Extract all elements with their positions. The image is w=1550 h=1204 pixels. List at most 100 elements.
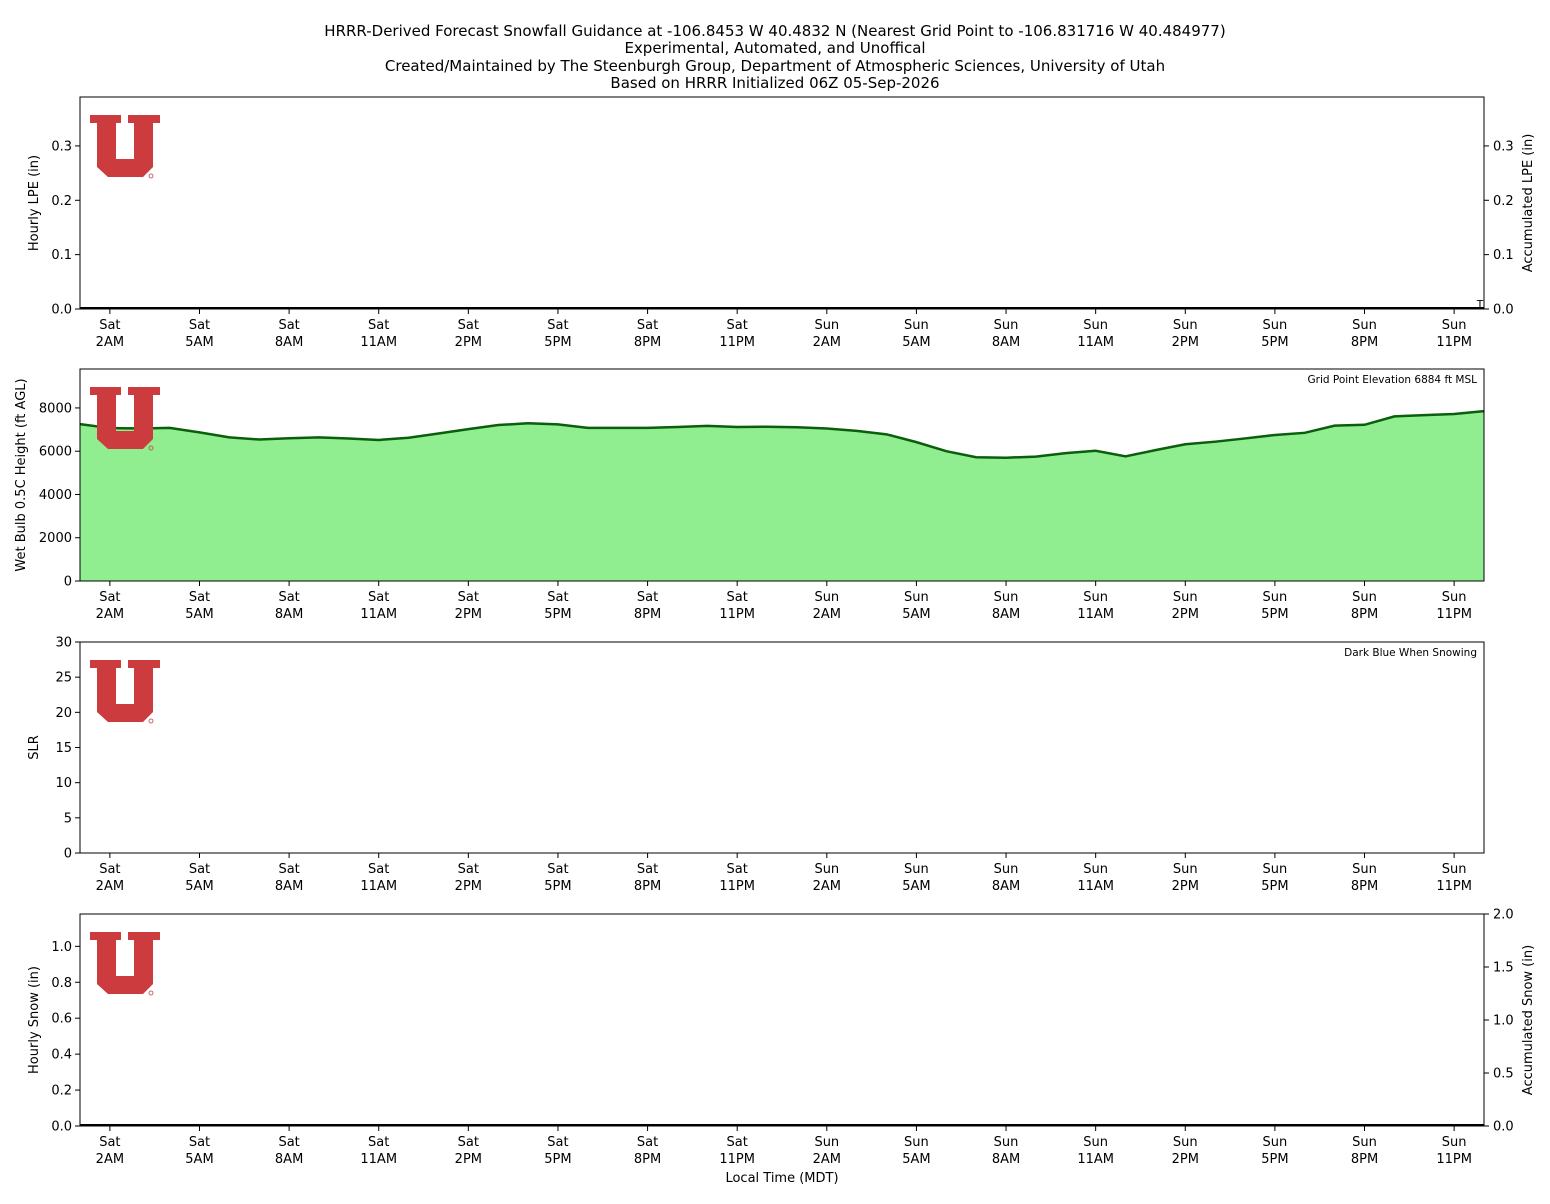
y-tick-label: 0.2 <box>51 194 72 209</box>
y-tick-label: 0.0 <box>51 303 72 318</box>
x-tick-day-label: Sun <box>1442 862 1467 877</box>
x-tick-day-label: Sun <box>904 862 929 877</box>
panel-snow: 0.0 0.2 0.4 0.6 0.8 1.0 Hourly Snow (in) 0.0 0.5… <box>27 908 1536 1187</box>
logo-block-u <box>90 660 160 722</box>
x-tick-day-label: Sun <box>1083 862 1108 877</box>
right-y-tick-label: 0.0 <box>1493 303 1514 318</box>
x-tick-time-label: 11AM <box>360 879 397 894</box>
x-tick-day-label: Sat <box>368 862 389 877</box>
x-tick-day-label: Sat <box>189 590 210 605</box>
title-line-3: Created/Maintained by The Steenburgh Gro… <box>385 57 1165 75</box>
x-tick-time-label: 8PM <box>1351 607 1378 622</box>
x-tick-time-label: 2PM <box>1172 1152 1199 1167</box>
x-tick-time-label: 11AM <box>360 335 397 350</box>
y-tick-label: 0 <box>64 847 72 862</box>
y-axis-label: Hourly Snow (in) <box>27 966 42 1074</box>
y-tick-label: 0.3 <box>51 139 72 154</box>
x-tick-day-label: Sun <box>1083 318 1108 333</box>
x-tick-time-label: 2AM <box>96 335 124 350</box>
x-tick-day-label: Sat <box>727 862 748 877</box>
plot-frame <box>79 913 1485 1127</box>
x-tick-day-label: Sat <box>547 590 568 605</box>
x-tick-time-label: 11PM <box>1436 607 1472 622</box>
x-tick-day-label: Sat <box>189 1135 210 1150</box>
x-tick-time-label: 8AM <box>275 1152 303 1167</box>
x-tick-time-label: 5PM <box>1261 607 1288 622</box>
x-tick-time-label: 11PM <box>719 1152 755 1167</box>
x-tick-time-label: 11AM <box>1077 335 1114 350</box>
x-tick-time-label: 2PM <box>1172 607 1199 622</box>
logo-registered-mark <box>148 445 154 451</box>
x-tick-time-label: 5PM <box>544 607 571 622</box>
x-tick-time-label: 5AM <box>185 1152 213 1167</box>
x-tick-day-label: Sat <box>547 862 568 877</box>
x-tick-day-label: Sat <box>547 318 568 333</box>
x-tick-time-label: 2PM <box>1172 335 1199 350</box>
x-tick-day-label: Sat <box>368 590 389 605</box>
right-y-axis-label: Accumulated Snow (in) <box>1521 945 1536 1095</box>
right-y-tick-label: 1.0 <box>1493 1014 1514 1029</box>
x-tick-time-label: 11PM <box>719 335 755 350</box>
x-tick-time-label: 2PM <box>455 1152 482 1167</box>
x-tick-day-label: Sat <box>99 862 120 877</box>
x-tick-day-label: Sun <box>814 862 839 877</box>
x-tick-day-label: Sun <box>1263 1135 1288 1150</box>
x-tick-time-label: 5PM <box>544 335 571 350</box>
x-axis-label: Local Time (MDT) <box>725 1171 838 1186</box>
x-tick-day-label: Sun <box>1263 318 1288 333</box>
chart-panels: 0.0 0.1 0.2 0.3 Hourly LPE (in) 0.0 0.1 0.2 0.3 A… <box>14 96 1536 1187</box>
x-tick-day-label: Sat <box>99 1135 120 1150</box>
x-tick-day-label: Sat <box>99 318 120 333</box>
logo-registered-mark <box>148 990 154 996</box>
panel-slr: 0 5 10 15 20 25 30 SLR Dark Blue When Snowing Sat… <box>27 636 1485 894</box>
x-tick-day-label: Sat <box>727 1135 748 1150</box>
x-tick-time-label: 5AM <box>902 607 930 622</box>
x-tick-time-label: 5PM <box>1261 1152 1288 1167</box>
x-tick-day-label: Sat <box>189 318 210 333</box>
logo-registered-mark <box>148 173 154 179</box>
plot-frame <box>79 368 1485 582</box>
y-tick-label: 0.8 <box>51 976 72 991</box>
y-tick-label: 6000 <box>39 445 72 460</box>
right-y-tick-label: 0.3 <box>1493 139 1514 154</box>
x-tick-time-label: 11PM <box>719 879 755 894</box>
x-tick-time-label: 2PM <box>1172 879 1199 894</box>
x-tick-time-label: 8PM <box>1351 335 1378 350</box>
plot-frame <box>79 641 1485 854</box>
y-tick-label: 30 <box>55 636 72 651</box>
y-tick-label: 0.1 <box>51 248 72 263</box>
x-tick-time-label: 11PM <box>719 607 755 622</box>
x-tick-time-label: 2AM <box>813 879 841 894</box>
y-tick-label: 0 <box>64 575 72 590</box>
plot-frame <box>79 96 1485 310</box>
x-tick-day-label: Sat <box>637 590 658 605</box>
x-tick-day-label: Sat <box>278 862 299 877</box>
x-tick-day-label: Sat <box>458 590 479 605</box>
x-tick-day-label: Sun <box>1173 590 1198 605</box>
x-tick-day-label: Sun <box>1173 862 1198 877</box>
right-y-axis-label: Accumulated LPE (in) <box>1521 134 1536 273</box>
x-tick-time-label: 2AM <box>813 1152 841 1167</box>
right-y-tick-label: 2.0 <box>1493 908 1514 923</box>
x-tick-day-label: Sat <box>189 862 210 877</box>
title-line-2: Experimental, Automated, and Unoffical <box>624 39 925 57</box>
x-tick-day-label: Sun <box>1263 862 1288 877</box>
x-tick-day-label: Sun <box>904 318 929 333</box>
x-tick-day-label: Sun <box>1352 1135 1377 1150</box>
x-tick-time-label: 8AM <box>275 607 303 622</box>
x-tick-time-label: 2PM <box>455 607 482 622</box>
logo-block-u <box>90 932 160 994</box>
university-of-utah-logo <box>90 932 160 996</box>
y-tick-label: 0.6 <box>51 1012 72 1027</box>
x-tick-time-label: 11AM <box>360 1152 397 1167</box>
y-axis-label: SLR <box>27 735 42 760</box>
x-tick-time-label: 5AM <box>185 335 213 350</box>
x-tick-day-label: Sun <box>1442 1135 1467 1150</box>
panel-lpe: 0.0 0.1 0.2 0.3 Hourly LPE (in) 0.0 0.1 0.2 0.3 A… <box>27 96 1536 350</box>
x-tick-day-label: Sat <box>727 318 748 333</box>
x-tick-time-label: 5PM <box>544 1152 571 1167</box>
x-tick-day-label: Sat <box>637 1135 658 1150</box>
x-tick-day-label: Sat <box>99 590 120 605</box>
x-tick-time-label: 5PM <box>544 879 571 894</box>
